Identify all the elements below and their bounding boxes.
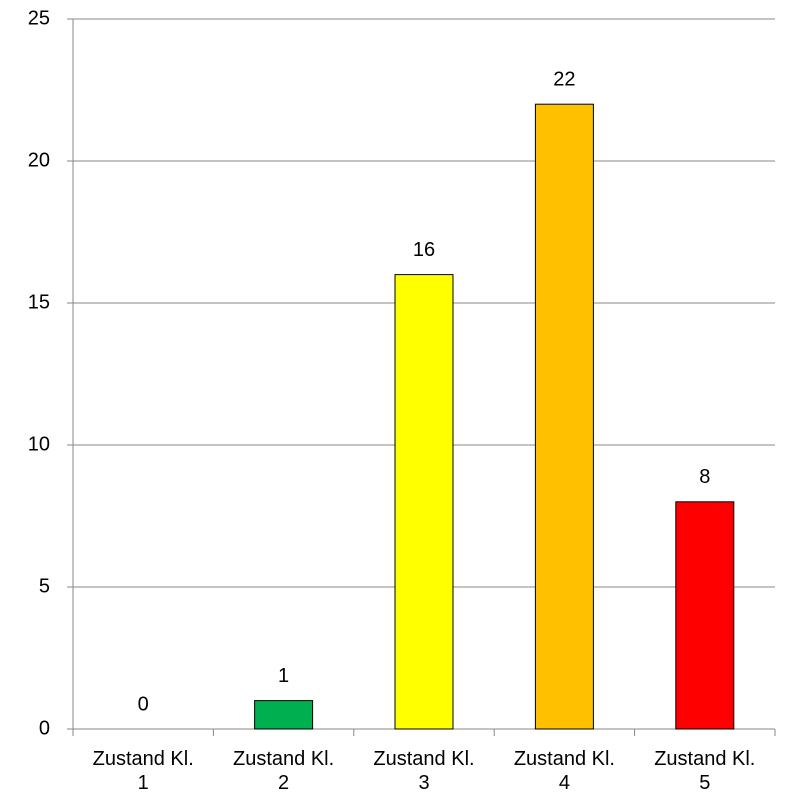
x-tick-label-line: Zustand Kl. [514,748,615,770]
data-label: 16 [413,239,435,261]
data-label: 22 [553,68,575,90]
data-label: 1 [278,665,289,687]
bar [534,103,594,730]
y-tick-label: 0 [39,717,50,739]
x-tick-label-line: Zustand Kl. [93,748,194,770]
x-tick-label: Zustand Kl. 5 [654,748,755,794]
x-tick-label-line: 3 [418,772,429,794]
y-tick-label: 25 [28,7,50,29]
x-tick-label-line: Zustand Kl. [373,748,474,770]
x-tick-label: Zustand Kl. 1 [93,748,194,794]
bar [394,274,454,730]
x-tick-label: Zustand Kl. 2 [233,748,334,794]
y-tick-label: 15 [28,291,50,313]
bar [254,700,314,730]
x-tick-label-line: 1 [138,772,149,794]
y-tick-label: 5 [39,575,50,597]
x-tick-label-line: Zustand Kl. [233,748,334,770]
bar [675,501,735,730]
x-tick-label-line: 2 [278,772,289,794]
x-tick-label-line: 5 [699,772,710,794]
x-tick-label: Zustand Kl. 3 [373,748,474,794]
y-tick-label: 10 [28,433,50,455]
data-label: 0 [138,693,149,715]
x-tick-label-line: 4 [559,772,570,794]
x-tick-label-line: Zustand Kl. [654,748,755,770]
y-tick-label: 20 [28,149,50,171]
data-label: 8 [699,466,710,488]
x-tick-label: Zustand Kl. 4 [514,748,615,794]
